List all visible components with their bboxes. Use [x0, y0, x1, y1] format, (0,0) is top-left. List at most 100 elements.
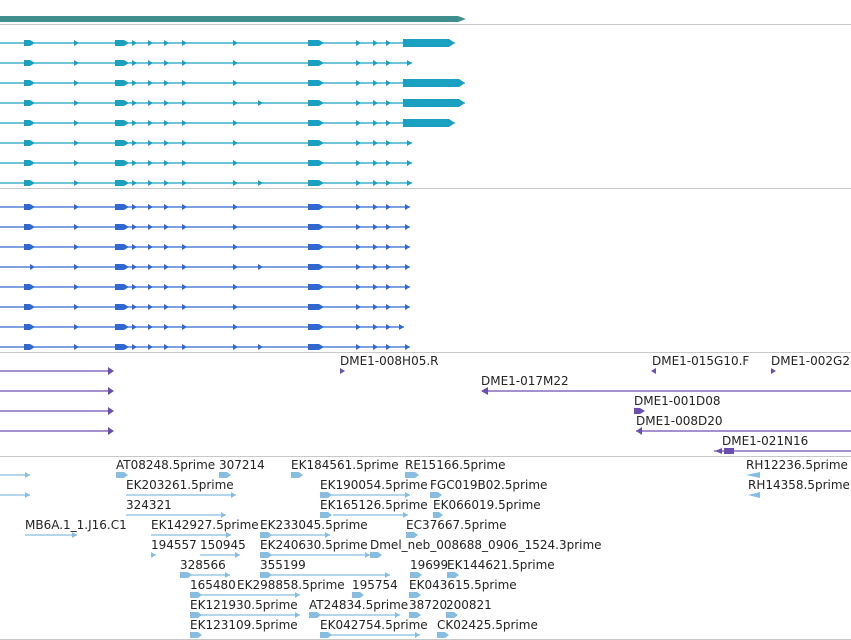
exon-block	[406, 532, 414, 538]
est-label[interactable]: 328566	[180, 558, 226, 572]
est-label[interactable]: MB6A.1_1.J16.C1	[25, 518, 127, 532]
est-label[interactable]: EK298858.5prime	[237, 578, 345, 592]
exon-arrow	[356, 264, 361, 270]
clone-end-arrow	[108, 387, 114, 395]
exon-block	[437, 632, 445, 638]
est-label[interactable]: EC37667.5prime	[406, 518, 507, 532]
est-label[interactable]: 38720	[409, 598, 447, 612]
est-arrow	[454, 612, 458, 618]
est-label[interactable]: 165480	[190, 578, 236, 592]
exon-arrow	[373, 224, 378, 230]
exon-arrow	[386, 224, 391, 230]
clone-label[interactable]: DME1-015G10.F	[652, 354, 749, 368]
clone-label[interactable]: DME1-002G2	[771, 354, 850, 368]
est-label[interactable]: 200821	[446, 598, 492, 612]
exon-block	[308, 80, 319, 86]
exon-arrow	[233, 344, 238, 350]
exon-arrow	[258, 180, 263, 186]
clone-label[interactable]: DME1-008D20	[636, 414, 723, 428]
exon-arrow	[386, 60, 391, 66]
exon-arrow	[132, 204, 137, 210]
exon-arrow	[449, 119, 455, 127]
exon-block	[320, 492, 328, 498]
est-label[interactable]: RH12236.5prime	[746, 458, 848, 472]
exon-arrow	[30, 60, 35, 66]
est-label[interactable]: 195754	[352, 578, 398, 592]
est-label[interactable]: EK233045.5prime	[260, 518, 368, 532]
est-arrow	[439, 512, 443, 518]
est-label[interactable]: CK02425.5prime	[437, 618, 538, 632]
est-label[interactable]: 19699	[410, 558, 448, 572]
est-label[interactable]: EK184561.5prime	[291, 458, 399, 472]
est-label[interactable]: RH14358.5prime	[748, 478, 850, 492]
exon-block	[308, 204, 319, 210]
exon-block	[180, 572, 188, 578]
est-label[interactable]: 194557	[151, 538, 197, 552]
clone-end-arrow	[640, 408, 645, 414]
exon-block	[634, 408, 640, 414]
exon-arrow	[132, 180, 137, 186]
exon-arrow	[132, 100, 137, 106]
est-arrow	[225, 572, 230, 578]
est-label[interactable]: EK203261.5prime	[126, 478, 234, 492]
exon-block	[24, 80, 30, 86]
exon-arrow	[356, 160, 361, 166]
exon-arrow	[373, 100, 378, 106]
est-arrow	[295, 592, 300, 598]
est-label[interactable]: EK142927.5prime	[151, 518, 259, 532]
est-label[interactable]: AT08248.5prime	[116, 458, 215, 472]
clone-label[interactable]: DME1-021N16	[722, 434, 808, 448]
est-label[interactable]: EK240630.5prime	[260, 538, 368, 552]
exon-arrow	[148, 140, 153, 146]
est-arrow	[227, 472, 231, 478]
exon-arrow	[182, 264, 187, 270]
est-label[interactable]: AT24834.5prime	[309, 598, 408, 612]
exon-arrow	[164, 40, 169, 46]
genome-bar	[0, 16, 458, 22]
est-label[interactable]: 150945	[200, 538, 246, 552]
exon-arrow	[132, 324, 137, 330]
exon-arrow	[132, 304, 137, 310]
exon-block	[308, 224, 319, 230]
exon-arrow	[386, 304, 391, 310]
est-label[interactable]: RE15166.5prime	[405, 458, 506, 472]
est-label[interactable]: FGC019B02.5prime	[430, 478, 547, 492]
exon-arrow	[319, 140, 324, 146]
exon-arrow	[407, 180, 412, 186]
est-label[interactable]: EK043615.5prime	[409, 578, 517, 592]
exon-arrow	[233, 80, 238, 86]
exon-arrow	[124, 284, 129, 290]
exon-arrow	[356, 80, 361, 86]
exon-arrow	[30, 224, 35, 230]
est-label[interactable]: EK144621.5prime	[447, 558, 555, 572]
exon-arrow	[319, 224, 324, 230]
exon-block	[308, 40, 319, 46]
exon-arrow	[132, 224, 137, 230]
est-label[interactable]: EK123109.5prime	[190, 618, 298, 632]
exon-arrow	[182, 40, 187, 46]
exon-block	[115, 264, 124, 270]
est-label[interactable]: EK042754.5prime	[320, 618, 428, 632]
clone-label[interactable]: DME1-008H05.R	[340, 354, 439, 368]
est-label[interactable]: EK066019.5prime	[433, 498, 541, 512]
exon-arrow	[373, 304, 378, 310]
clone-label[interactable]: DME1-017M22	[481, 374, 569, 388]
exon-block	[409, 592, 417, 598]
exon-block	[24, 120, 30, 126]
exon-arrow	[148, 244, 153, 250]
exon-block	[370, 552, 378, 558]
est-label[interactable]: 307214	[219, 458, 265, 472]
est-label[interactable]: EK165126.5prime	[320, 498, 428, 512]
est-label[interactable]: 324321	[126, 498, 172, 512]
exon-block	[115, 344, 124, 350]
exon-arrow	[182, 284, 187, 290]
exon-block	[115, 40, 124, 46]
est-label[interactable]: Dmel_neb_008688_0906_1524.3prime	[370, 538, 602, 552]
clone-label[interactable]: DME1-001D08	[634, 394, 721, 408]
est-label[interactable]: EK190054.5prime	[320, 478, 428, 492]
est-label[interactable]: 355199	[260, 558, 306, 572]
exon-arrow	[319, 120, 324, 126]
est-label[interactable]: EK121930.5prime	[190, 598, 298, 612]
